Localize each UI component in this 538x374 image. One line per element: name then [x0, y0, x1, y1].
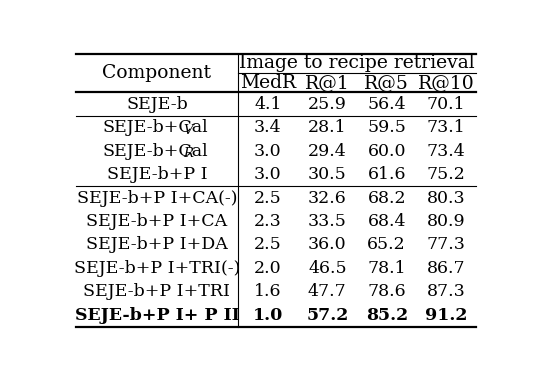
Text: SEJE-b+P I+TRI: SEJE-b+P I+TRI [83, 283, 230, 300]
Text: 91.2: 91.2 [425, 307, 468, 324]
Text: 68.2: 68.2 [367, 190, 406, 206]
Text: 80.3: 80.3 [427, 190, 465, 206]
Text: 1.6: 1.6 [254, 283, 282, 300]
Text: 2.5: 2.5 [254, 190, 282, 206]
Text: 57.2: 57.2 [306, 307, 349, 324]
Text: 75.2: 75.2 [427, 166, 465, 183]
Text: SEJE-b: SEJE-b [126, 96, 188, 113]
Text: SEJE-b+P I: SEJE-b+P I [107, 166, 207, 183]
Text: 61.6: 61.6 [367, 166, 406, 183]
Text: 28.1: 28.1 [308, 119, 346, 136]
Text: SEJE-b+P I+TRI(-): SEJE-b+P I+TRI(-) [74, 260, 240, 277]
Text: 3.0: 3.0 [254, 166, 282, 183]
Text: 68.4: 68.4 [367, 213, 406, 230]
Text: 4.1: 4.1 [254, 96, 282, 113]
Text: 60.0: 60.0 [367, 142, 406, 160]
Text: SEJE-b+P I+ P II: SEJE-b+P I+ P II [75, 307, 239, 324]
Text: 3.0: 3.0 [254, 142, 282, 160]
Text: 2.0: 2.0 [254, 260, 282, 277]
Text: SEJE-b+Cal: SEJE-b+Cal [102, 119, 208, 136]
Text: 73.4: 73.4 [427, 142, 465, 160]
Text: 2.3: 2.3 [254, 213, 282, 230]
Text: SEJE-b+P I+CA(-): SEJE-b+P I+CA(-) [76, 190, 237, 206]
Text: R: R [183, 147, 193, 160]
Text: 56.4: 56.4 [367, 96, 406, 113]
Text: 87.3: 87.3 [427, 283, 465, 300]
Text: 36.0: 36.0 [308, 236, 346, 254]
Text: Component: Component [102, 64, 211, 82]
Text: 80.9: 80.9 [427, 213, 465, 230]
Text: SEJE-b+P I+CA: SEJE-b+P I+CA [86, 213, 228, 230]
Text: 85.2: 85.2 [366, 307, 408, 324]
Text: V: V [183, 124, 193, 137]
Text: 59.5: 59.5 [367, 119, 406, 136]
Text: 73.1: 73.1 [427, 119, 465, 136]
Text: 46.5: 46.5 [308, 260, 346, 277]
Text: SEJE-b+P I+DA: SEJE-b+P I+DA [86, 236, 228, 254]
Text: 86.7: 86.7 [427, 260, 465, 277]
Text: R@1: R@1 [305, 74, 350, 92]
Text: 65.2: 65.2 [367, 236, 406, 254]
Text: R@10: R@10 [418, 74, 475, 92]
Text: 2.5: 2.5 [254, 236, 282, 254]
Text: 1.0: 1.0 [253, 307, 283, 324]
Text: SEJE-b+Cal: SEJE-b+Cal [102, 142, 208, 160]
Text: 3.4: 3.4 [254, 119, 282, 136]
Text: 32.6: 32.6 [308, 190, 346, 206]
Text: R@5: R@5 [364, 74, 409, 92]
Text: 33.5: 33.5 [308, 213, 347, 230]
Text: 25.9: 25.9 [308, 96, 347, 113]
Text: MedR: MedR [240, 74, 296, 92]
Text: Image to recipe retrieval: Image to recipe retrieval [239, 54, 475, 72]
Text: 70.1: 70.1 [427, 96, 465, 113]
Text: 77.3: 77.3 [427, 236, 465, 254]
Text: 47.7: 47.7 [308, 283, 346, 300]
Text: 78.1: 78.1 [367, 260, 406, 277]
Text: 30.5: 30.5 [308, 166, 346, 183]
Text: 29.4: 29.4 [308, 142, 346, 160]
Text: 78.6: 78.6 [367, 283, 406, 300]
